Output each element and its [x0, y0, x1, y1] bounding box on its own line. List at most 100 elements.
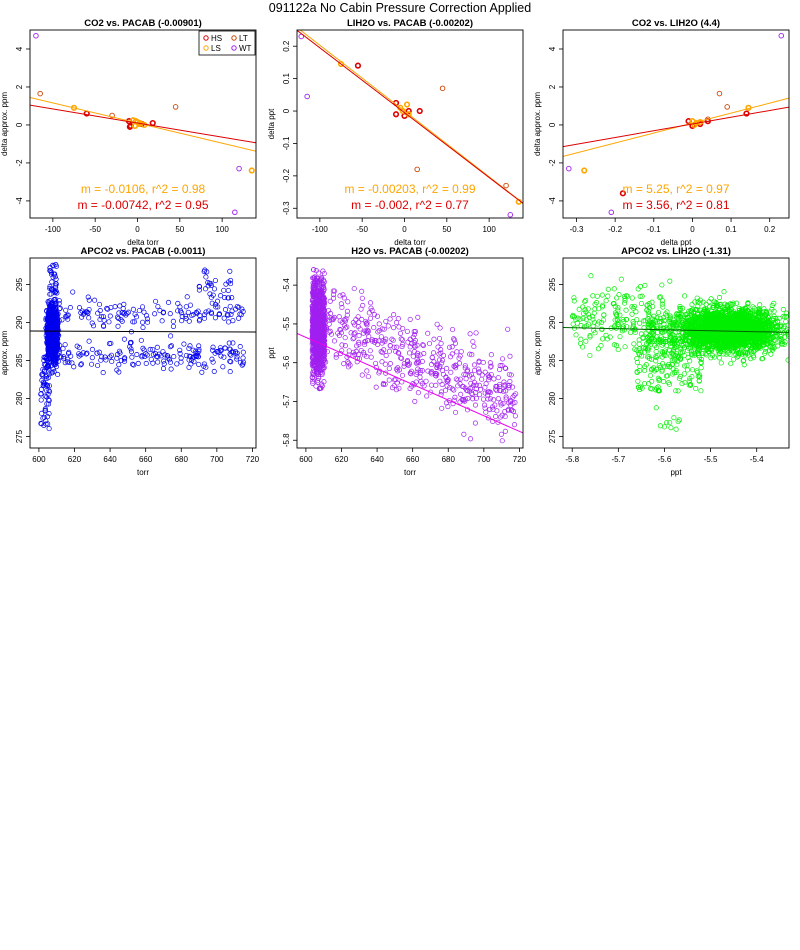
data-point [103, 357, 109, 363]
data-point [86, 297, 92, 303]
page-title: 091122a No Cabin Pressure Correction App… [268, 1, 532, 15]
y-tick-label: -0.3 [282, 201, 291, 215]
data-point [495, 396, 501, 402]
legend-marker [203, 45, 209, 51]
data-point [211, 286, 218, 292]
data-point [165, 299, 172, 305]
data-point [338, 327, 344, 333]
data-point [399, 355, 405, 362]
data-point [382, 361, 388, 367]
data-point [472, 380, 478, 386]
data-point [473, 395, 479, 401]
data-point [196, 283, 202, 290]
data-point [59, 317, 65, 323]
chart-title: CO2 vs. PACAB (-0.00901) [84, 18, 202, 29]
data-point [155, 359, 161, 365]
x-tick-label: 620 [335, 455, 349, 464]
data-point [393, 349, 399, 355]
data-point [190, 312, 196, 318]
data-point [486, 374, 493, 381]
data-point [108, 352, 115, 358]
y-tick-label: -0.1 [282, 136, 291, 150]
y-tick-label: 2 [15, 84, 24, 89]
data-point [431, 359, 437, 365]
data-point [78, 361, 85, 367]
data-point-lt [503, 182, 509, 189]
data-point [407, 344, 413, 350]
y-tick-label: 280 [15, 391, 24, 405]
data-point [310, 380, 316, 386]
fit-annotation: m = 5.25, r^2 = 0.97 [622, 182, 729, 196]
data-point [502, 365, 508, 371]
plot-frame [29, 257, 257, 449]
data-point [51, 331, 58, 337]
data-point [499, 356, 506, 362]
data-point [153, 298, 159, 304]
data-point [397, 330, 404, 336]
data-point [170, 318, 176, 324]
data-point [237, 359, 244, 366]
data-point [387, 361, 393, 367]
data-point [509, 407, 515, 413]
data-point [492, 402, 498, 408]
data-point [508, 372, 514, 378]
x-tick-label: 600 [32, 455, 46, 464]
data-point [465, 395, 471, 401]
data-point [443, 400, 450, 406]
data-point [473, 382, 479, 388]
data-point [168, 366, 174, 372]
data-point [426, 341, 433, 347]
data-point [449, 344, 455, 350]
data-point [386, 365, 392, 372]
data-point [345, 359, 351, 365]
data-point [447, 384, 453, 390]
data-point-hs [126, 123, 133, 130]
data-point [503, 394, 509, 400]
data-point [356, 333, 362, 339]
data-point [316, 278, 322, 285]
data-point [468, 380, 474, 386]
plot-area [30, 262, 256, 432]
plot-frame [296, 257, 524, 449]
data-point [342, 325, 349, 331]
data-point [416, 360, 422, 366]
data-point [676, 328, 682, 334]
data-point [488, 371, 494, 378]
data-point [175, 308, 181, 314]
data-point [225, 287, 231, 294]
data-point-hs [743, 110, 750, 117]
data-point [211, 368, 217, 374]
data-point-hs [619, 190, 626, 197]
data-point [108, 340, 114, 346]
data-point [309, 375, 315, 381]
x-tick-label: -50 [89, 225, 101, 234]
data-point [99, 354, 105, 360]
data-point [147, 346, 153, 353]
data-point [453, 362, 459, 368]
fit-annotation: m = -0.0106, r^2 = 0.98 [81, 182, 206, 196]
data-point [41, 354, 47, 360]
data-point [105, 306, 111, 312]
data-point [716, 295, 723, 301]
data-point [316, 318, 322, 324]
data-point [391, 312, 397, 318]
data-point [467, 331, 473, 337]
data-point [67, 305, 73, 311]
data-point [326, 321, 332, 327]
data-point [171, 354, 177, 360]
fit-annotation: m = -0.002, r^2 = 0.77 [351, 198, 469, 212]
data-point [314, 280, 321, 286]
data-point [480, 359, 486, 366]
data-point [70, 289, 76, 295]
data-point [433, 370, 439, 376]
data-point [57, 342, 63, 348]
data-point [229, 295, 235, 301]
data-point [114, 314, 121, 320]
data-point [364, 320, 370, 326]
data-point [456, 355, 462, 361]
data-point [338, 301, 344, 307]
data-point [83, 351, 89, 357]
data-point [378, 348, 384, 355]
data-point [311, 286, 317, 292]
